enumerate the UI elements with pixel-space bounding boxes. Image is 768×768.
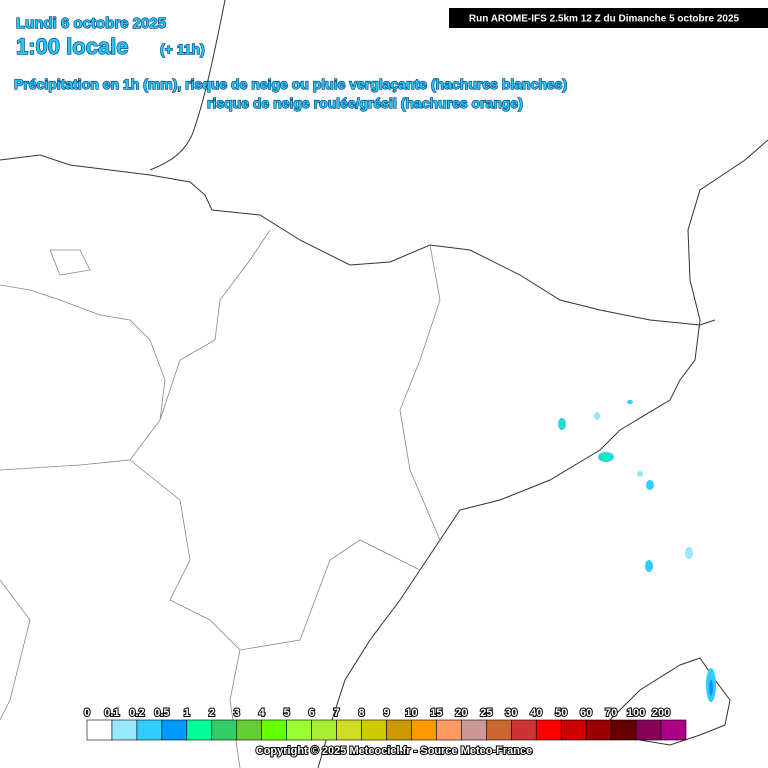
subtitle: Précipitation en 1h (mm), risque de neig… bbox=[14, 76, 567, 92]
date: Lundi 6 octobre 2025 bbox=[16, 15, 166, 32]
legend-label: 0.5 bbox=[154, 707, 169, 719]
island bbox=[609, 657, 731, 746]
legend-swatch bbox=[186, 719, 213, 741]
run-box bbox=[449, 8, 768, 28]
legend-swatch bbox=[585, 719, 612, 741]
legend-swatch bbox=[211, 719, 238, 741]
legend-label: 20 bbox=[455, 707, 467, 719]
legend: 0 0.1 0.2 0.5 1 2 3 4 5 6 7 8 9 10 15 20 25 30 40 50 60 70 100… bbox=[83, 706, 687, 741]
legend-swatch bbox=[635, 719, 662, 741]
legend-swatch bbox=[111, 719, 138, 741]
time: 1:00 locale bbox=[16, 34, 129, 59]
legend-swatch bbox=[361, 719, 387, 741]
legend-swatch bbox=[336, 719, 362, 741]
legend-swatch bbox=[136, 719, 163, 741]
legend-swatch bbox=[261, 719, 287, 741]
legend-label: 7 bbox=[334, 707, 340, 719]
legend-swatch bbox=[161, 719, 188, 741]
legend-label: 1 bbox=[184, 707, 190, 719]
legend-swatch bbox=[510, 719, 537, 741]
legend-swatch bbox=[86, 719, 113, 741]
legend-swatch bbox=[535, 719, 562, 741]
legend-label: 200 bbox=[652, 707, 670, 719]
legend-label: 5 bbox=[284, 707, 290, 719]
legend-label: 6 bbox=[309, 707, 315, 719]
border bbox=[0, 154, 716, 326]
region-border bbox=[49, 249, 91, 276]
legend-swatch bbox=[411, 719, 437, 741]
legend-swatch bbox=[486, 719, 512, 741]
legend-label: 10 bbox=[405, 707, 417, 719]
legend-label: 60 bbox=[580, 707, 592, 719]
lead-time: (+ 11h) bbox=[160, 41, 205, 57]
run-info: Run AROME-IFS 2.5km 12 Z du Dimanche 5 o… bbox=[469, 14, 740, 25]
legend-label: 40 bbox=[530, 707, 542, 719]
region-border bbox=[0, 579, 31, 721]
legend-label: 70 bbox=[605, 707, 617, 719]
legend-label: 50 bbox=[555, 707, 567, 719]
precipitation bbox=[558, 400, 716, 702]
legend-swatch bbox=[311, 719, 337, 741]
legend-label: 8 bbox=[358, 707, 364, 719]
legend-label: 0.1 bbox=[104, 707, 119, 719]
legend-label: 3 bbox=[234, 707, 240, 719]
legend-swatch bbox=[461, 719, 487, 741]
region-border bbox=[0, 284, 166, 471]
region-border bbox=[399, 244, 441, 541]
coastline bbox=[149, 0, 226, 171]
legend-label: 25 bbox=[480, 707, 492, 719]
legend-swatch bbox=[286, 719, 312, 741]
coastline bbox=[317, 139, 768, 768]
region-border bbox=[129, 459, 421, 651]
region-border bbox=[229, 649, 241, 768]
region-border bbox=[159, 229, 271, 421]
legend-label: 100 bbox=[627, 707, 645, 719]
legend-swatch bbox=[236, 719, 263, 741]
legend-label: 0 bbox=[84, 707, 90, 719]
legend-swatch bbox=[386, 719, 412, 741]
legend-swatch bbox=[436, 719, 462, 741]
legend-label: 4 bbox=[259, 707, 266, 719]
copyright: Copyright © 2025 Meteociel.fr - Source M… bbox=[256, 745, 532, 757]
legend-swatch bbox=[560, 719, 587, 741]
legend-label: 2 bbox=[209, 707, 215, 719]
legend-label: 15 bbox=[430, 707, 442, 719]
subtitle: risque de neige roulée/grésil (hachures … bbox=[207, 95, 523, 111]
legend-swatch bbox=[660, 719, 687, 741]
legend-label: 9 bbox=[383, 707, 389, 719]
legend-swatch bbox=[610, 719, 637, 741]
legend-label: 30 bbox=[505, 707, 517, 719]
legend-label: 0.2 bbox=[129, 707, 144, 719]
